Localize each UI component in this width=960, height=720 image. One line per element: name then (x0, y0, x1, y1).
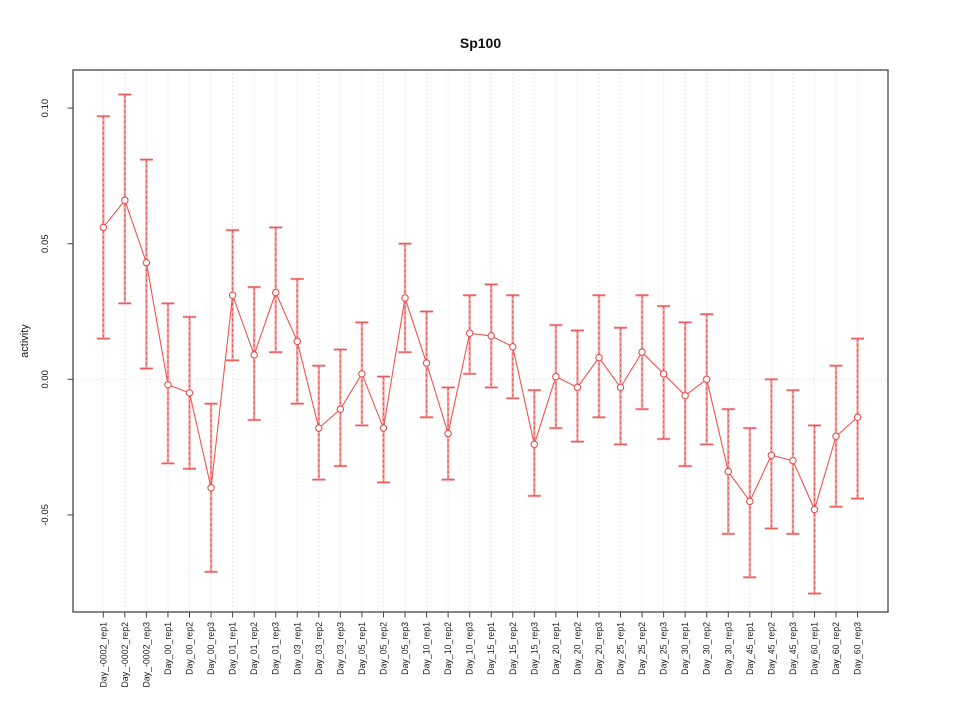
svg-text:Day_-0002_rep3: Day_-0002_rep3 (141, 622, 151, 688)
svg-text:Day_05_rep3: Day_05_rep3 (400, 622, 410, 675)
y-tick-labels: 0.10 0.05 0.00 -0.05 (40, 99, 51, 526)
data-point (530, 440, 539, 449)
error-bars (96, 93, 865, 595)
data-point (832, 432, 840, 441)
data-point (401, 294, 409, 302)
data-point (422, 359, 431, 367)
data-point (573, 383, 582, 392)
svg-text:Day_60_rep3: Day_60_rep3 (853, 622, 863, 675)
svg-text:Day_10_rep3: Day_10_rep3 (465, 622, 475, 675)
data-point (99, 223, 108, 232)
svg-text:0.05: 0.05 (40, 234, 51, 253)
data-point (853, 413, 862, 422)
svg-text:Day_30_rep2: Day_30_rep2 (702, 622, 712, 675)
data-point (207, 484, 215, 492)
svg-text:-0.05: -0.05 (40, 504, 51, 526)
svg-text:Day_00_rep1: Day_00_rep1 (163, 622, 173, 675)
svg-text:Day_45_rep3: Day_45_rep3 (788, 622, 798, 675)
data-points (99, 196, 862, 514)
data-point (616, 383, 625, 392)
x-tick-labels: Day_-0002_rep1 Day_-0002_rep2 Day_-0002_re… (98, 622, 862, 688)
data-point (789, 456, 797, 465)
svg-text:Day_20_rep1: Day_20_rep1 (551, 622, 561, 675)
svg-text:Day_05_rep2: Day_05_rep2 (378, 622, 388, 675)
data-point (724, 467, 733, 476)
plot-box (72, 69, 889, 613)
svg-text:0.00: 0.00 (40, 370, 51, 389)
svg-text:Day_25_rep3: Day_25_rep3 (659, 622, 669, 675)
data-point (250, 351, 258, 359)
data-point (767, 451, 776, 459)
svg-text:Day_15_rep3: Day_15_rep3 (529, 622, 539, 675)
y-axis-ticks (67, 107, 73, 516)
data-point (702, 375, 711, 384)
svg-text:0.10: 0.10 (40, 99, 51, 118)
data-point (271, 288, 280, 297)
data-point (552, 372, 560, 381)
data-point (358, 370, 366, 378)
svg-text:Day_10_rep2: Day_10_rep2 (443, 622, 453, 675)
data-point (487, 332, 495, 340)
svg-text:Day_03_rep3: Day_03_rep3 (335, 622, 345, 675)
svg-text:Day_-0002_rep1: Day_-0002_rep1 (98, 622, 108, 688)
chart-title: Sp100 (459, 35, 502, 51)
data-point (746, 497, 754, 506)
svg-text:Day_30_rep1: Day_30_rep1 (680, 622, 690, 675)
svg-text:Day_05_rep1: Day_05_rep1 (357, 622, 367, 675)
svg-text:Day_20_rep2: Day_20_rep2 (572, 622, 582, 675)
data-point (681, 391, 689, 400)
svg-text:Day_10_rep1: Day_10_rep1 (422, 622, 432, 675)
svg-text:Day_01_rep2: Day_01_rep2 (249, 622, 259, 675)
svg-text:Day_03_rep1: Day_03_rep1 (292, 622, 302, 675)
svg-text:Day_15_rep2: Day_15_rep2 (508, 622, 518, 675)
svg-text:Day_30_rep3: Day_30_rep3 (723, 622, 733, 675)
svg-text:Day_00_rep3: Day_00_rep3 (206, 622, 216, 675)
svg-text:Day_-0002_rep2: Day_-0002_rep2 (120, 622, 130, 688)
svg-text:Day_60_rep2: Day_60_rep2 (831, 622, 841, 675)
svg-text:Day_60_rep1: Day_60_rep1 (809, 622, 819, 675)
data-point (444, 429, 452, 438)
series-line (102, 199, 858, 512)
data-point (659, 370, 668, 378)
svg-text:Day_03_rep2: Day_03_rep2 (314, 622, 324, 675)
data-point (595, 353, 603, 362)
svg-text:Day_15_rep1: Day_15_rep1 (486, 622, 496, 675)
data-point (379, 424, 388, 432)
svg-text:Day_01_rep3: Day_01_rep3 (271, 622, 281, 675)
svg-text:Day_25_rep2: Day_25_rep2 (637, 622, 647, 675)
data-point (228, 291, 237, 299)
data-point (293, 337, 302, 346)
data-point (121, 196, 129, 205)
data-point (185, 389, 194, 397)
svg-text:Day_45_rep1: Day_45_rep1 (745, 622, 755, 675)
x-axis-ticks (102, 612, 859, 618)
data-point (315, 424, 323, 432)
x-gridlines (102, 70, 859, 612)
data-point (638, 348, 646, 356)
data-point (142, 258, 151, 267)
data-point (164, 380, 172, 389)
data-point (509, 343, 517, 351)
data-point (336, 405, 345, 413)
svg-text:Day_00_rep2: Day_00_rep2 (185, 622, 195, 675)
svg-text:Day_20_rep3: Day_20_rep3 (594, 622, 604, 675)
data-point (465, 329, 474, 337)
svg-text:Day_01_rep1: Day_01_rep1 (228, 622, 238, 675)
svg-text:Day_25_rep1: Day_25_rep1 (616, 622, 626, 675)
svg-text:Day_45_rep2: Day_45_rep2 (766, 622, 776, 675)
data-point (810, 505, 819, 514)
